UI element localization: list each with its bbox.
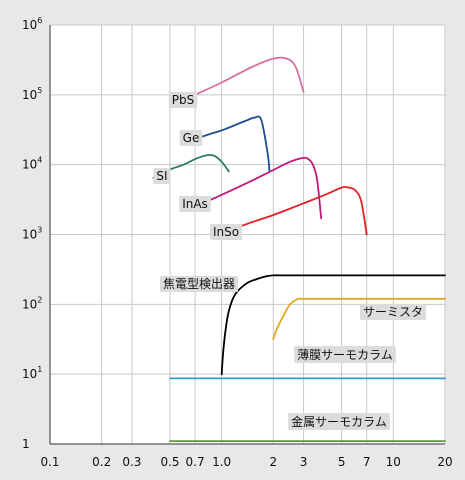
annotation-inso: InSo <box>209 224 243 240</box>
x-tick-label-3: 3 <box>300 455 308 469</box>
series-line-si <box>152 154 230 179</box>
x-tick-label-5: 5 <box>338 455 346 469</box>
y-tick-base: 10 <box>22 18 37 32</box>
annotation-layer: PbS Ge SI InAs InSo 焦電型検出器サーミスタ薄膜サーモカラム金属サーモカ… <box>153 92 427 430</box>
annotation-pyroelectric: 焦電型検出器 <box>159 276 239 292</box>
x-tick-label-10: 10 <box>386 455 401 469</box>
annotation-background <box>294 346 396 363</box>
annotation-label: PbS <box>172 93 194 107</box>
y-tick-exponent: 6 <box>37 16 42 25</box>
y-tick-label-6: 106 <box>22 16 42 32</box>
x-axis-ticks: 0.1 0.2 0.3 0.5 0.7 1.0 2 3 5 7 10 20 <box>40 455 452 469</box>
series-line-pyroelectric <box>220 274 446 376</box>
series-line-inas <box>194 156 323 220</box>
y-tick-exponent: 1 <box>37 365 42 374</box>
annotation-background <box>168 92 198 108</box>
annotation-background <box>159 276 239 292</box>
annotation-background <box>179 130 203 146</box>
series-layer <box>152 56 446 442</box>
series-line-ge <box>182 115 271 173</box>
annotation-metal-thermopile: 金属サーモカラム <box>288 413 390 430</box>
series-line-thermistor <box>272 297 446 340</box>
x-tick-label-0-2: 0.2 <box>92 455 111 469</box>
x-tick-label-0-7: 0.7 <box>186 455 205 469</box>
annotation-label: 焦電型検出器 <box>163 277 235 291</box>
y-tick-exponent: 2 <box>37 295 42 304</box>
y-tick-label-4: 104 <box>22 156 42 172</box>
annotation-label: InAs <box>182 197 208 211</box>
y-tick-label-0: 1 <box>22 437 30 451</box>
x-tick-label-0-3: 0.3 <box>122 455 141 469</box>
y-tick-base: 10 <box>22 158 37 172</box>
annotation-pbs: PbS <box>168 92 198 108</box>
annotation-background <box>209 224 243 240</box>
annotation-background <box>153 168 171 184</box>
annotation-label: Ge <box>183 131 200 145</box>
x-tick-label-2: 2 <box>270 455 278 469</box>
series-line-pbs <box>194 56 305 96</box>
y-tick-label-1: 101 <box>22 365 42 381</box>
annotation-label: SI <box>156 169 167 183</box>
annotation-thin-film-thermopile: 薄膜サーモカラム <box>294 346 396 363</box>
x-tick-label-0-1: 0.1 <box>40 455 59 469</box>
annotation-background <box>359 304 427 320</box>
y-tick-label-2: 102 <box>22 295 42 311</box>
y-tick-base: 10 <box>22 297 37 311</box>
x-tick-label-0-5: 0.5 <box>160 455 179 469</box>
x-tick-label-7: 7 <box>363 455 371 469</box>
y-tick-base: 1 <box>22 437 30 451</box>
y-tick-label-5: 105 <box>22 86 42 102</box>
annotation-background <box>179 196 211 212</box>
annotation-inas: InAs <box>179 196 211 212</box>
series-line-inso <box>220 186 368 236</box>
annotation-label: 薄膜サーモカラム <box>297 347 393 362</box>
x-tick-label-1-0: 1.0 <box>212 455 231 469</box>
annotation-label: サーミスタ <box>363 305 423 319</box>
y-tick-base: 10 <box>22 228 37 242</box>
y-tick-exponent: 5 <box>37 86 42 95</box>
annotation-label: 金属サーモカラム <box>291 414 387 429</box>
annotation-thermistor: サーミスタ <box>359 304 427 320</box>
y-tick-base: 10 <box>22 367 37 381</box>
y-tick-exponent: 4 <box>37 156 42 165</box>
annotation-ge: Ge <box>179 130 203 146</box>
annotation-background <box>288 413 390 430</box>
x-tick-label-20: 20 <box>437 455 452 469</box>
annotation-si: SI <box>153 168 171 184</box>
y-tick-label-3: 103 <box>22 226 42 242</box>
annotation-label: InSo <box>213 225 239 239</box>
y-tick-base: 10 <box>22 88 37 102</box>
y-tick-exponent: 3 <box>37 226 42 235</box>
